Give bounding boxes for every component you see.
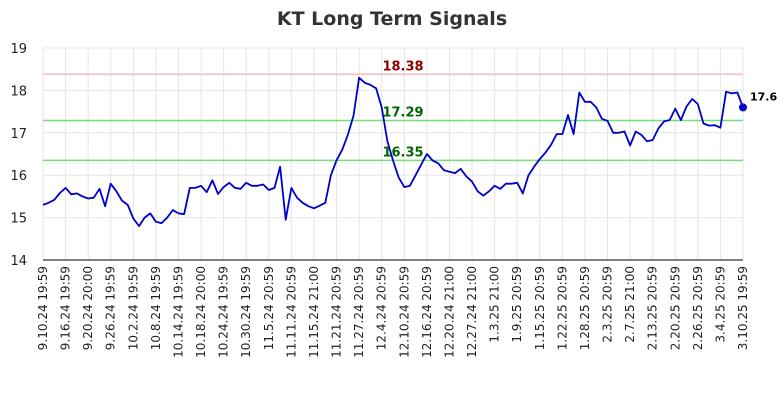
last-value-label: 17.6 (750, 90, 777, 103)
x-tick-label: 9.20.24 20:00 (81, 266, 95, 350)
x-tick-label: 1.9.25 20:59 (510, 266, 524, 343)
x-tick-label: 10.8.24 19:59 (149, 266, 163, 350)
x-tick-label: 10.30.24 19:59 (239, 266, 253, 358)
x-tick-label: 11.5.24 20:59 (262, 266, 276, 350)
x-tick-label: 12.10.24 20:59 (397, 266, 411, 358)
y-tick-label: 17 (10, 127, 27, 142)
x-tick-label: 10.18.24 20:00 (194, 266, 208, 358)
x-tick-label: 1.15.25 20:59 (533, 266, 547, 350)
x-axis-ticks: 9.10.24 19:59 9.16.24 19:59 9.20.24 20:00 9… (36, 266, 750, 358)
y-tick-label: 19 (10, 42, 27, 57)
x-tick-label: 2.3.25 20:59 (601, 266, 615, 343)
x-tick-label: 11.11.24 20:59 (284, 266, 298, 358)
last-point-marker (739, 103, 747, 112)
reference-labels: 18.38 17.29 16.35 (382, 59, 423, 160)
y-tick-label: 15 (10, 212, 27, 227)
x-tick-label: 9.26.24 19:59 (104, 266, 118, 350)
y-tick-label: 16 (10, 169, 27, 184)
x-tick-label: 12.27.24 21:00 (465, 266, 479, 358)
y-axis-ticks: 14 15 16 17 18 19 (10, 42, 27, 269)
x-tick-label: 2.20.25 20:59 (668, 266, 682, 350)
last-point: 17.6 (739, 90, 777, 112)
x-tick-label: 3.4.25 20:59 (713, 266, 727, 343)
reference-line-label: 17.29 (382, 106, 423, 121)
x-tick-label: 1.28.25 20:59 (578, 266, 592, 350)
x-tick-label: 11.21.24 20:59 (330, 266, 344, 358)
x-tick-label: 12.16.24 20:59 (420, 266, 434, 358)
x-tick-label: 3.10.25 19:59 (736, 266, 750, 350)
x-tick-label: 9.10.24 19:59 (36, 266, 50, 350)
x-tick-label: 12.4.24 20:59 (375, 266, 389, 350)
y-tick-label: 18 (10, 84, 27, 99)
chart-title: KT Long Term Signals (276, 8, 508, 30)
y-tick-label: 14 (10, 254, 27, 269)
x-tick-label: 2.7.25 21:00 (623, 266, 637, 343)
x-tick-label: 10.2.24 19:59 (126, 266, 140, 350)
x-tick-label: 10.14.24 19:59 (171, 266, 185, 358)
x-tick-label: 9.16.24 19:59 (59, 266, 73, 350)
x-tick-label: 12.20.24 21:00 (442, 266, 456, 358)
price-line (42, 76, 744, 228)
x-tick-label: 2.13.25 20:59 (646, 266, 660, 350)
x-tick-label: 11.27.24 20:59 (352, 266, 366, 358)
x-tick-label: 1.3.25 21:00 (488, 266, 502, 343)
x-tick-label: 10.24.24 19:59 (217, 266, 231, 358)
grid (42, 47, 744, 261)
series (42, 76, 744, 228)
reference-line-label: 18.38 (382, 59, 423, 74)
x-tick-label: 2.26.25 20:59 (691, 266, 705, 350)
x-tick-label: 11.15.24 21:00 (307, 266, 321, 358)
reference-line-label: 16.35 (382, 145, 423, 160)
x-tick-label: 1.22.25 20:59 (555, 266, 569, 350)
